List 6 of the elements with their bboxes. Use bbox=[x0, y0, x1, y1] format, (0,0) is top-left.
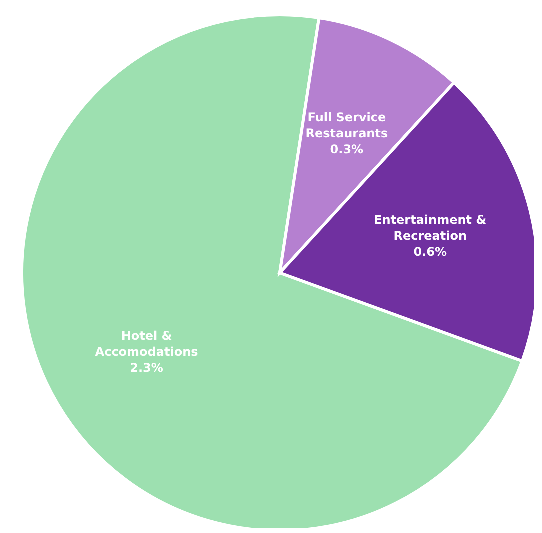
data-label: 0.6% bbox=[414, 245, 448, 260]
data-label: 0.3% bbox=[330, 142, 364, 156]
slice-label: Entertainment & Recreation bbox=[374, 213, 487, 244]
slice-label: Hotel & Accomodations bbox=[95, 328, 198, 359]
slice-label: Full Service Restaurants bbox=[306, 110, 388, 140]
data-label: 2.3% bbox=[130, 360, 164, 375]
